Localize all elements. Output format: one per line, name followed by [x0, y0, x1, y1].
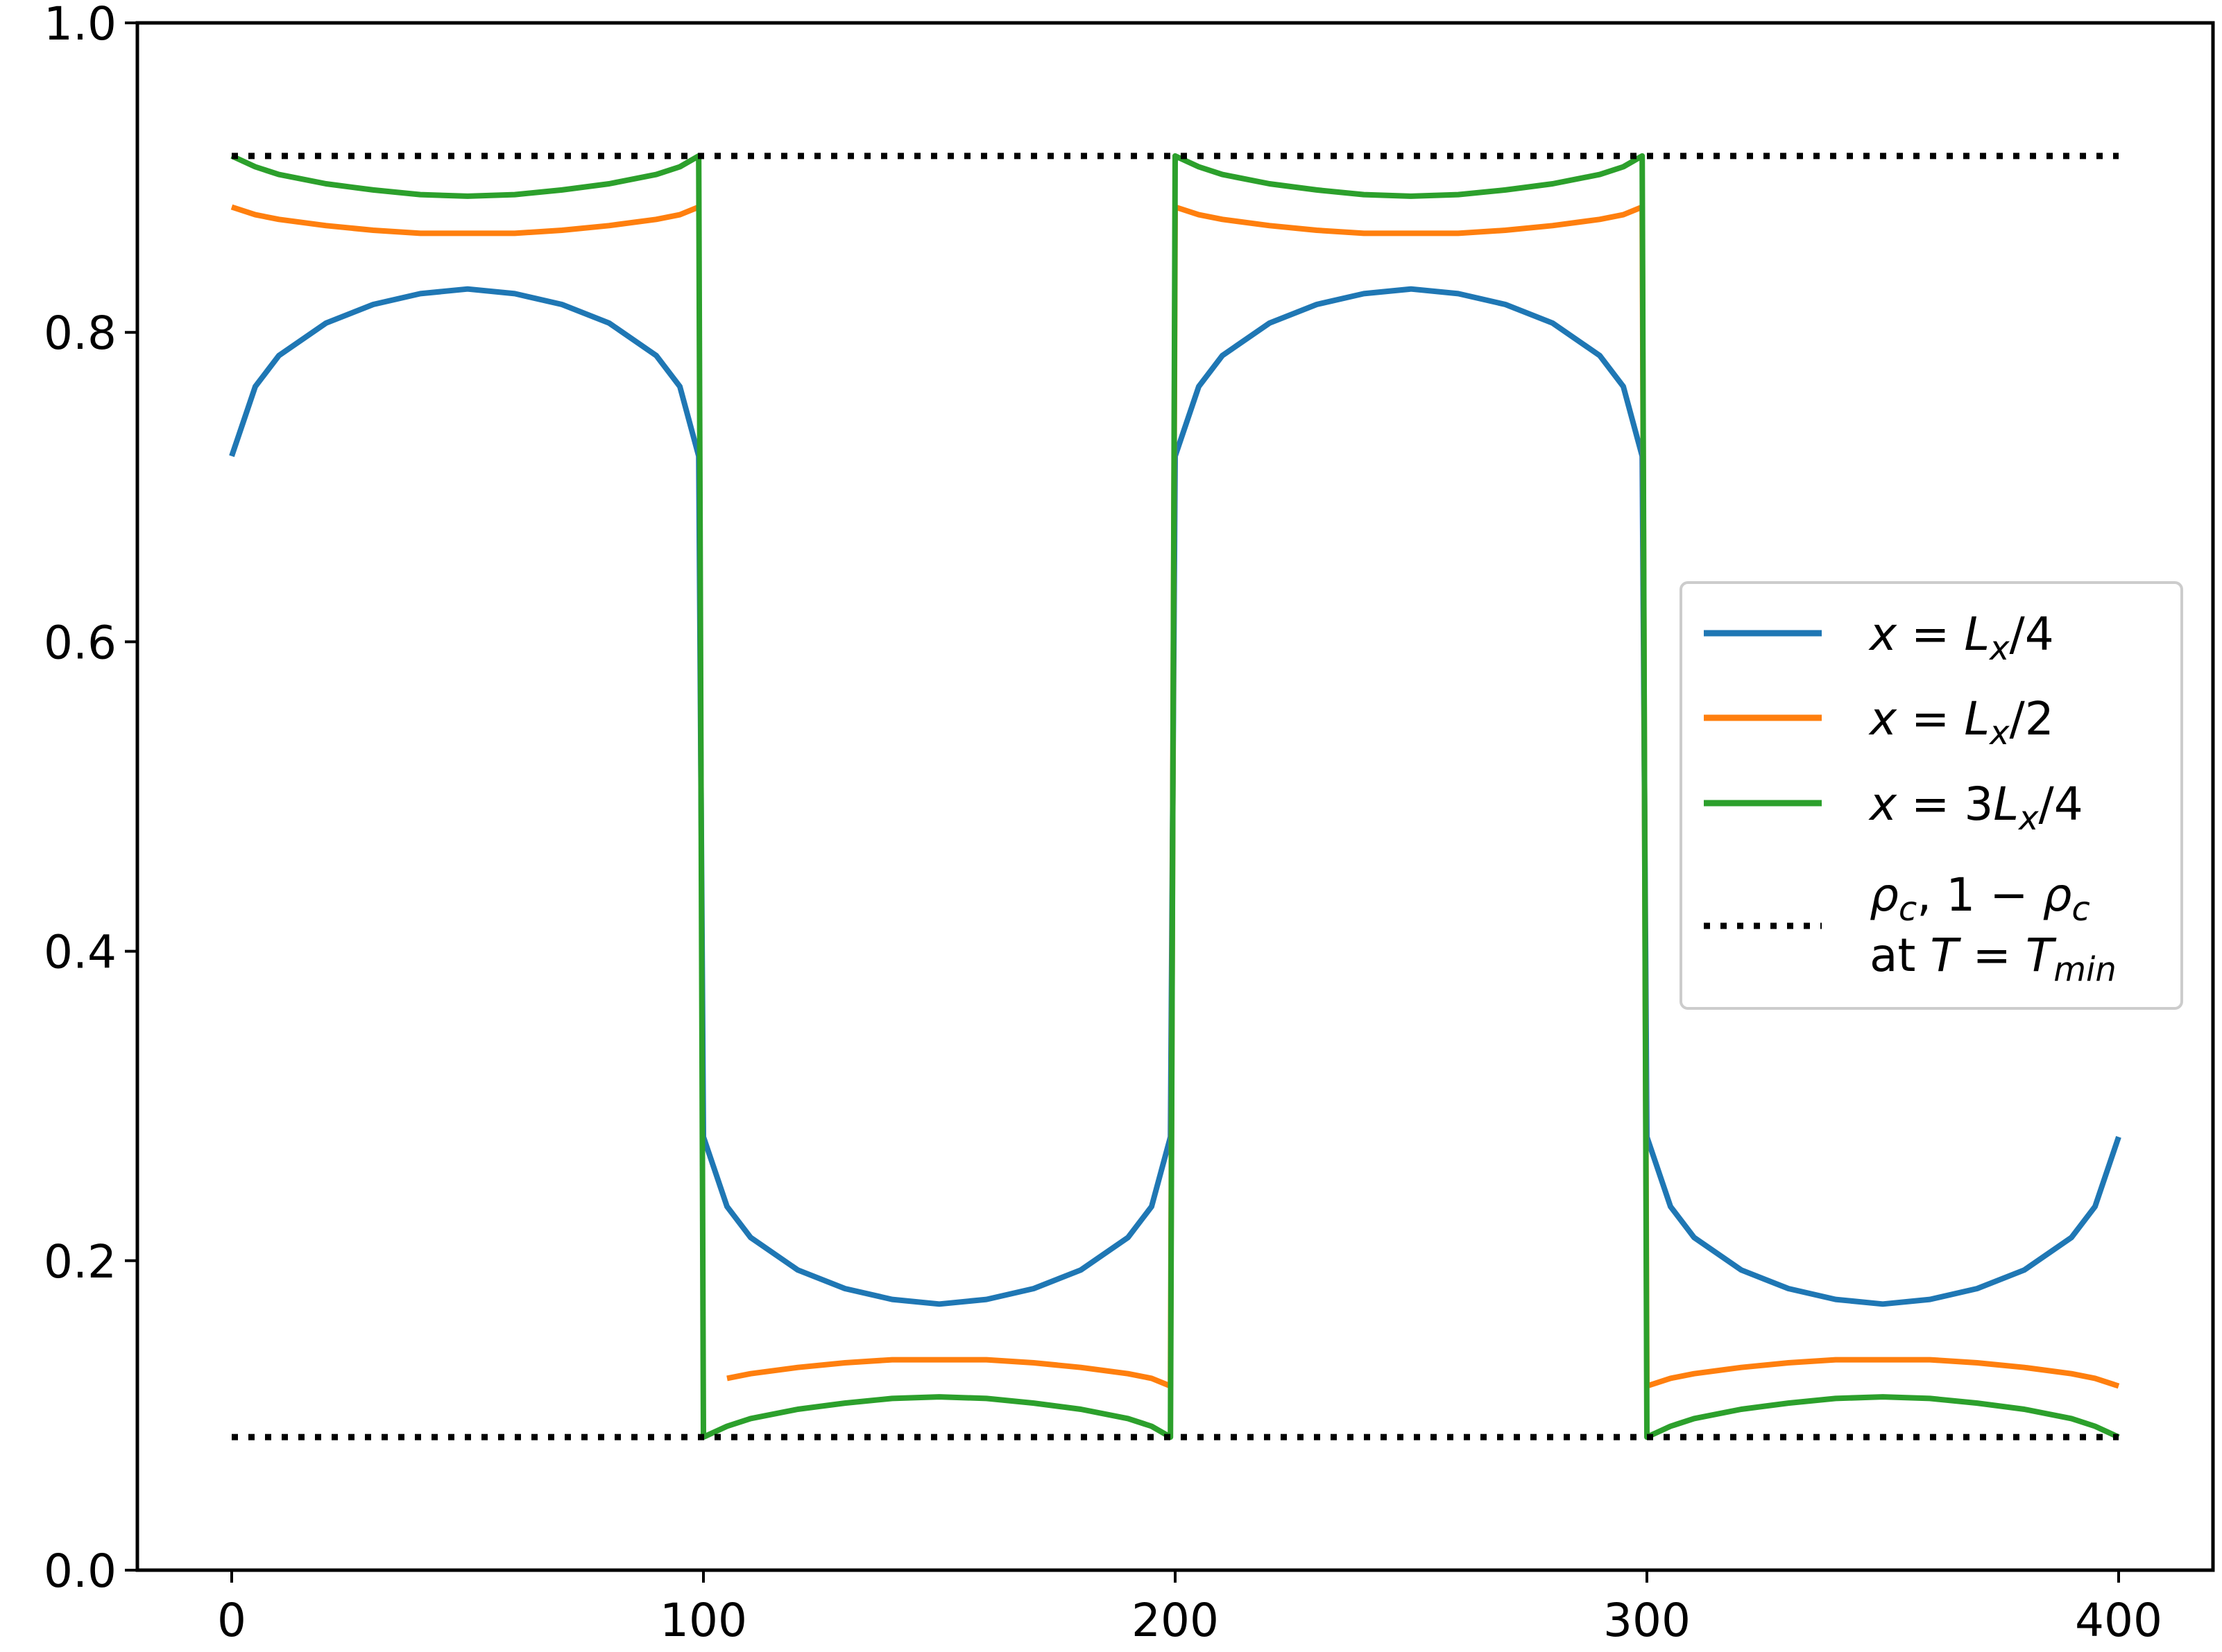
plot-lines — [229, 153, 2121, 1440]
legend: x = Lx/4 x = Lx/2 x = 3Lx/4 ρc, 1 − ρc a… — [1680, 581, 2183, 1010]
legend-label-reference-line2: at T = Tmin — [1870, 929, 2117, 989]
legend-label-3lx4: x = 3Lx/4 — [1868, 777, 2083, 838]
x-tick-label: 200 — [1131, 1594, 1219, 1647]
y-tick-label: 0.8 — [44, 307, 117, 360]
x-tick-label: 300 — [1603, 1594, 1691, 1647]
x-tick-label: 0 — [217, 1594, 246, 1647]
legend-label-reference-line1: ρc, 1 − ρc — [1870, 868, 2090, 929]
series-line-x-lx-2 — [230, 204, 2120, 1389]
y-tick-label: 0.0 — [44, 1545, 117, 1598]
legend-label-lx4: x = Lx/4 — [1868, 608, 2054, 668]
y-tick-label: 0.2 — [44, 1235, 117, 1289]
legend-label-lx2: x = Lx/2 — [1868, 692, 2054, 752]
y-tick-label: 0.6 — [44, 616, 117, 669]
x-tick-label: 400 — [2075, 1594, 2162, 1647]
y-axis-ticks: 0.0 0.2 0.4 0.6 0.8 1.0 — [44, 0, 137, 1598]
y-tick-label: 1.0 — [44, 0, 117, 51]
x-tick-label: 100 — [660, 1594, 747, 1647]
legend-box — [1680, 581, 2183, 1010]
series-line-x-3lx-4 — [230, 153, 2120, 1440]
y-tick-label: 0.4 — [44, 926, 117, 979]
x-axis-ticks: 0 100 200 300 400 — [217, 1570, 2162, 1647]
